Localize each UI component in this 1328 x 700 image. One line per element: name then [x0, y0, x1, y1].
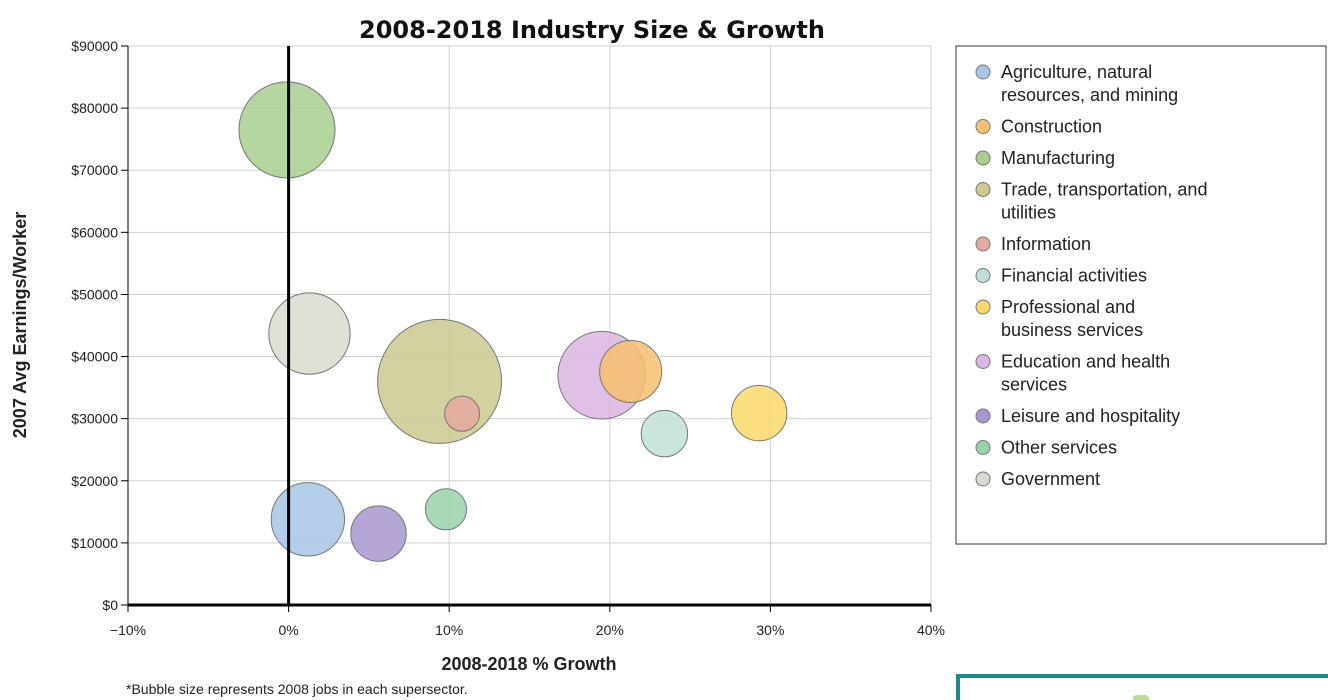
bubble-point [424, 488, 468, 531]
legend-label: Financial activities [1001, 266, 1147, 286]
bubble-point [268, 292, 351, 375]
y-tick-label: $30000 [71, 411, 118, 427]
legend-swatch [975, 440, 991, 455]
bubble-point [640, 409, 689, 458]
legend-label: Other services [1001, 438, 1117, 458]
legend-label: utilities [1001, 203, 1056, 223]
legend-label: Education and health [1001, 352, 1170, 372]
y-tick-label: $60000 [71, 224, 118, 240]
x-tick-label: 30% [756, 622, 784, 638]
corner-widget-frame [956, 674, 1328, 700]
y-tick-label: $50000 [71, 286, 118, 302]
legend-swatch [975, 119, 991, 134]
bubble-point [730, 384, 788, 442]
axes [121, 45, 932, 612]
bubble-point [377, 318, 503, 444]
y-tick-label: $70000 [71, 162, 118, 178]
legend-swatch [975, 408, 991, 424]
y-axis-title: 2007 Avg Earnings/Worker [10, 212, 30, 438]
x-tick-label: 0% [278, 622, 298, 638]
y-tick-label: $90000 [71, 38, 118, 54]
legend-label: Construction [1001, 117, 1102, 137]
y-tick-label: $40000 [71, 349, 118, 365]
gridlines [127, 45, 932, 606]
legend-swatch [975, 182, 991, 197]
legend-swatch [975, 299, 991, 315]
corner-widget-icon [1133, 695, 1149, 700]
y-tick-label: $20000 [71, 473, 118, 489]
x-tick-label: −10% [110, 622, 146, 638]
bubble-point [270, 482, 346, 557]
legend-label: Government [1001, 469, 1100, 489]
x-tick-label: 40% [917, 622, 945, 638]
x-axis-title: 2008-2018 % Growth [441, 654, 616, 674]
legend-swatch [975, 150, 991, 166]
tick-labels: −10% 0% 10% 20% 30% 40% $0 $10000 $20000 $30000 $4… [71, 38, 945, 638]
legend-box [955, 45, 1327, 545]
bubble-point [350, 505, 407, 562]
y-tick-label: $0 [102, 597, 118, 613]
legend: Agriculture, natural resources, and minin… [955, 45, 1327, 545]
y-tick-label: $80000 [71, 100, 118, 116]
legend-label: Professional and [1001, 297, 1135, 317]
legend-label: Manufacturing [1001, 148, 1115, 168]
bubble-point [599, 339, 663, 403]
legend-swatch [975, 268, 991, 283]
y-tick-label: $10000 [71, 535, 118, 551]
chart-footnote: *Bubble size represents 2008 jobs in eac… [126, 681, 468, 697]
legend-label: Information [1001, 234, 1091, 254]
legend-label: Agriculture, natural [1001, 62, 1152, 82]
bubble-point [444, 395, 481, 432]
x-tick-label: 20% [596, 622, 624, 638]
chart-title: 2008-2018 Industry Size & Growth [359, 16, 825, 44]
legend-swatch [975, 354, 991, 369]
legend-label: business services [1001, 320, 1143, 340]
legend-label: Trade, transportation, and [1001, 180, 1207, 200]
bubble-point [238, 81, 336, 179]
legend-label: services [1001, 375, 1067, 395]
x-tick-label: 10% [435, 622, 463, 638]
legend-label: resources, and mining [1001, 85, 1178, 105]
legend-swatch [975, 236, 991, 252]
legend-label: Leisure and hospitality [1001, 406, 1180, 426]
bubble-layer [238, 81, 788, 562]
legend-swatch [975, 471, 991, 487]
legend-swatch [975, 64, 991, 80]
